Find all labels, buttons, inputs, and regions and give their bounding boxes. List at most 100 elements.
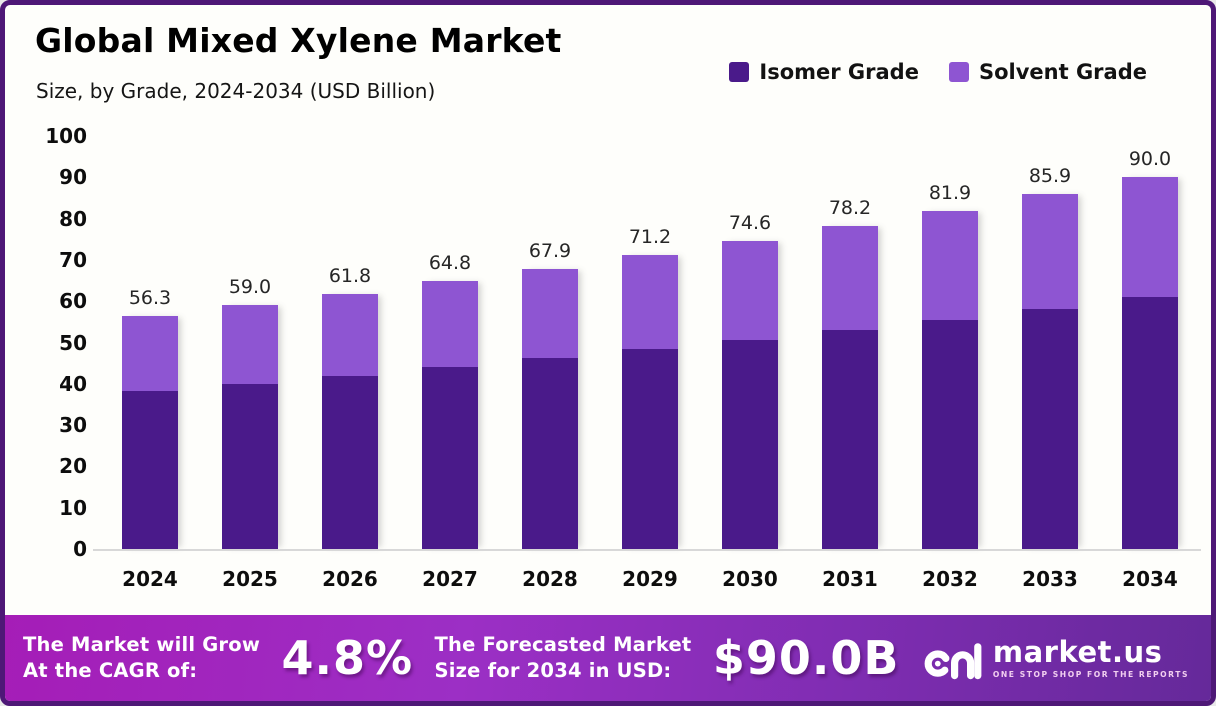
- solvent-grade-segment: [522, 268, 578, 359]
- isomer-grade-segment: [622, 349, 678, 549]
- y-tick-label: 30: [59, 413, 87, 438]
- x-tick-label: 2026: [322, 567, 378, 591]
- x-tick-label: 2030: [722, 567, 778, 591]
- forecast-label-line1: The Forecasted Market: [434, 633, 692, 657]
- stacked-bar: 61.8: [322, 265, 378, 549]
- bar-total-label: 59.0: [228, 276, 272, 299]
- x-tick-label: 2034: [1122, 567, 1178, 591]
- bar-group: 61.8 2026: [300, 136, 400, 591]
- stacked-bar: 85.9: [1022, 165, 1078, 549]
- bar-group: 56.3 2024: [100, 136, 200, 591]
- isomer-grade-segment: [522, 358, 578, 549]
- legend-item-solvent-grade: Solvent Grade: [948, 60, 1147, 84]
- y-axis: 0 10 20 30 40 50 60 70 80 90 100: [25, 126, 87, 559]
- bar-group: 78.2 2031: [800, 136, 900, 591]
- bar-total-label: 90.0: [1128, 148, 1172, 171]
- forecast-label-line2: Size for 2034 in USD:: [434, 659, 672, 682]
- isomer-grade-segment: [922, 319, 978, 549]
- solvent-grade-segment: [122, 316, 178, 392]
- solvent-grade-segment: [1022, 194, 1078, 309]
- isomer-grade-swatch-icon: [729, 62, 750, 82]
- isomer-grade-segment: [322, 375, 378, 549]
- y-tick-label: 60: [59, 289, 87, 314]
- solvent-grade-segment: [322, 293, 378, 376]
- forecast-value: $90.0B: [712, 631, 900, 685]
- y-tick-label: 10: [59, 495, 87, 520]
- bar-total-label: 64.8: [428, 252, 472, 275]
- stacked-bar: 64.8: [422, 252, 478, 549]
- marketus-logo-icon: [924, 643, 982, 680]
- bar-group: 64.8 2027: [400, 136, 500, 591]
- bar-group: 90.0 2034: [1100, 136, 1200, 591]
- logo-wordmark: market.us: [992, 634, 1163, 669]
- solvent-grade-segment: [922, 210, 978, 320]
- solvent-grade-segment: [822, 226, 878, 331]
- stacked-bar: 81.9: [922, 182, 978, 549]
- cagr-label: The Market will Grow At the CAGR of:: [23, 632, 260, 683]
- bar-group: 67.9 2028: [500, 136, 600, 591]
- isomer-grade-segment: [122, 391, 178, 549]
- bar-total-label: 71.2: [628, 225, 672, 248]
- solvent-grade-swatch-icon: [948, 62, 969, 82]
- bar-group: 74.6 2030: [700, 136, 800, 591]
- stacked-bar: 90.0: [1122, 148, 1178, 549]
- stacked-bar: 78.2: [822, 197, 878, 549]
- stacked-bar: 59.0: [222, 276, 278, 549]
- isomer-grade-segment: [722, 340, 778, 549]
- solvent-grade-segment: [722, 240, 778, 341]
- bar-total-label: 81.9: [928, 181, 972, 204]
- x-tick-label: 2033: [1022, 567, 1078, 591]
- page-title: Global Mixed Xylene Market: [35, 21, 562, 60]
- page-subtitle: Size, by Grade, 2024-2034 (USD Billion): [36, 79, 436, 103]
- solvent-grade-segment: [622, 254, 678, 350]
- x-axis-line: [93, 549, 1201, 551]
- solvent-grade-segment: [1122, 177, 1178, 298]
- x-tick-label: 2029: [622, 567, 678, 591]
- legend-item-isomer-grade: Isomer Grade: [729, 60, 919, 84]
- isomer-grade-segment: [1122, 297, 1178, 549]
- x-tick-label: 2024: [122, 567, 178, 591]
- legend-label: Isomer Grade: [759, 60, 919, 84]
- stacked-bar: 74.6: [722, 212, 778, 549]
- stacked-bar: 71.2: [622, 226, 678, 549]
- marketus-logo: market.us ONE STOP SHOP FOR THE REPORTS: [921, 630, 1189, 686]
- stacked-bar-chart: 56.3 2024 59.0 2025 61.8 2026 64.8 2027 67.9 2028…: [100, 136, 1200, 591]
- cagr-label-line1: The Market will Grow: [23, 633, 261, 657]
- bar-group: 81.9 2032: [900, 136, 1000, 591]
- stacked-bar: 56.3: [122, 287, 178, 549]
- bar-group: 59.0 2025: [200, 136, 300, 591]
- bar-total-label: 56.3: [128, 287, 172, 310]
- cagr-value: 4.8%: [281, 631, 414, 685]
- y-tick-label: 100: [45, 124, 87, 148]
- forecast-label: The Forecasted Market Size for 2034 in U…: [434, 632, 691, 683]
- bar-total-label: 85.9: [1028, 165, 1072, 188]
- y-tick-label: 80: [59, 206, 87, 231]
- logo-tagline: ONE STOP SHOP FOR THE REPORTS: [992, 669, 1189, 679]
- y-tick-label: 70: [59, 247, 87, 272]
- legend-label: Solvent Grade: [978, 60, 1147, 84]
- y-tick-label: 50: [59, 330, 87, 355]
- footer-banner: The Market will Grow At the CAGR of: 4.8…: [5, 615, 1211, 701]
- legend: Isomer Grade Solvent Grade: [729, 60, 1147, 84]
- bar-total-label: 67.9: [528, 239, 572, 262]
- x-tick-label: 2032: [922, 567, 978, 591]
- y-tick-label: 40: [59, 371, 87, 396]
- bar-total-label: 61.8: [328, 264, 372, 287]
- bar-group: 85.9 2033: [1000, 136, 1100, 591]
- y-tick-label: 90: [59, 165, 87, 190]
- y-tick-label: 20: [59, 454, 87, 479]
- y-tick-label: 0: [73, 537, 87, 561]
- bar-total-label: 74.6: [728, 211, 772, 234]
- solvent-grade-segment: [422, 281, 478, 368]
- isomer-grade-segment: [1022, 308, 1078, 549]
- bar-total-label: 78.2: [828, 197, 872, 220]
- solvent-grade-segment: [222, 305, 278, 384]
- x-tick-label: 2027: [422, 567, 478, 591]
- cagr-label-line2: At the CAGR of:: [23, 659, 198, 682]
- isomer-grade-segment: [222, 383, 278, 549]
- isomer-grade-segment: [422, 367, 478, 549]
- stacked-bar: 67.9: [522, 240, 578, 549]
- isomer-grade-segment: [822, 330, 878, 549]
- x-tick-label: 2031: [822, 567, 878, 591]
- x-tick-label: 2028: [522, 567, 578, 591]
